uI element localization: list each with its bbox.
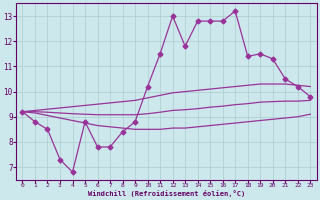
X-axis label: Windchill (Refroidissement éolien,°C): Windchill (Refroidissement éolien,°C) — [88, 190, 245, 197]
